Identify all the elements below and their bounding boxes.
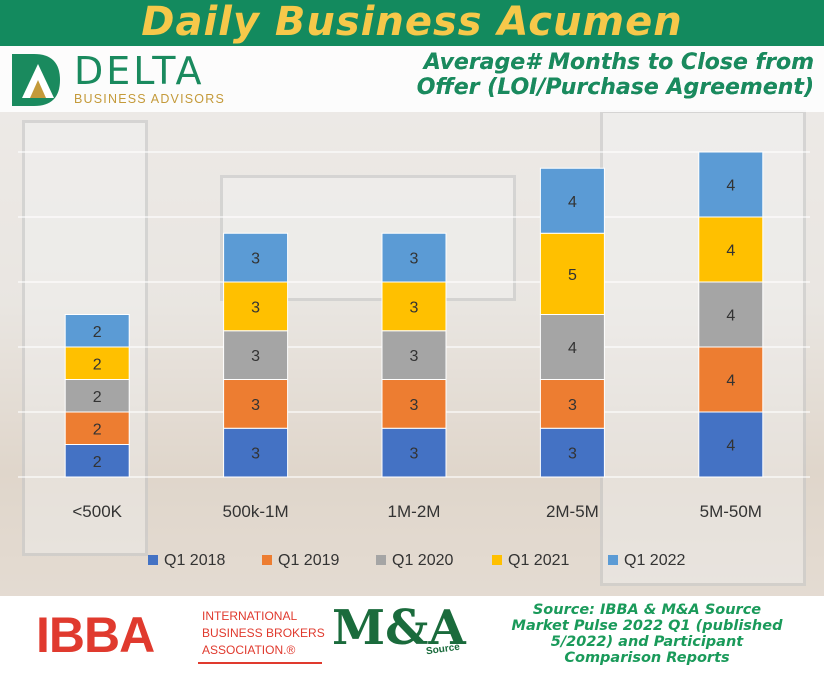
data-label: 3 bbox=[251, 299, 260, 316]
chart-title-line-1: Average# Months to Close from bbox=[423, 50, 814, 75]
data-label: 3 bbox=[410, 348, 419, 365]
data-label: 4 bbox=[726, 308, 735, 325]
data-label: 2 bbox=[93, 324, 102, 341]
bar-segment bbox=[381, 281, 447, 332]
data-label: 2 bbox=[93, 356, 102, 373]
source-note: Source: IBBA & M&A Source Market Pulse 2… bbox=[480, 602, 814, 666]
chart-title: Average# Months to Close from Offer (LOI… bbox=[290, 50, 814, 100]
bar-segment bbox=[698, 281, 764, 348]
bar-segment bbox=[539, 232, 605, 315]
legend-label: Q1 2018 bbox=[164, 552, 225, 569]
bar-segment bbox=[64, 379, 130, 413]
logo-tagline: BUSINESS ADVISORS bbox=[74, 92, 225, 106]
source-line-2: Market Pulse 2022 Q1 (published bbox=[511, 618, 783, 634]
data-label: 3 bbox=[251, 348, 260, 365]
legend-swatch bbox=[492, 555, 502, 565]
data-label: 3 bbox=[251, 397, 260, 414]
bar-segment bbox=[698, 346, 764, 413]
bar-segment bbox=[698, 216, 764, 283]
legend-label: Q1 2021 bbox=[508, 552, 569, 569]
data-label: 2 bbox=[93, 421, 102, 438]
bar-segment bbox=[223, 330, 289, 380]
bar-segment bbox=[223, 281, 289, 332]
x-tick-label: 500k-1M bbox=[223, 502, 289, 521]
legend-label: Q1 2022 bbox=[624, 552, 685, 569]
data-label: 4 bbox=[726, 243, 735, 260]
ibba-line-1: INTERNATIONAL bbox=[202, 609, 298, 623]
bar-segment bbox=[381, 330, 447, 380]
subtitle-band bbox=[0, 46, 824, 112]
bar-segment bbox=[64, 346, 130, 380]
legend-swatch bbox=[262, 555, 272, 565]
x-tick-label: 5M-50M bbox=[700, 502, 762, 521]
data-label: 3 bbox=[410, 251, 419, 268]
bar-segment bbox=[223, 379, 289, 429]
header-band: Daily Business Acumen bbox=[0, 0, 824, 46]
data-label: 3 bbox=[568, 446, 577, 463]
source-line-3: 5/2022) and Participant bbox=[550, 634, 744, 650]
data-label: 2 bbox=[93, 454, 102, 471]
source-line-1: Source: IBBA & M&A Source bbox=[532, 602, 762, 618]
bar-segment bbox=[539, 167, 605, 234]
ibba-logo: IBBA INTERNATIONAL BUSINESS BROKERS ASSO… bbox=[36, 605, 326, 667]
bar-segment bbox=[223, 232, 289, 283]
data-label: 4 bbox=[568, 340, 577, 357]
page-title: Daily Business Acumen bbox=[141, 0, 683, 45]
bar-segment bbox=[381, 232, 447, 283]
x-tick-label: 1M-2M bbox=[388, 502, 441, 521]
data-label: 4 bbox=[726, 178, 735, 195]
data-label: 4 bbox=[726, 438, 735, 455]
stacked-bar-chart: 2 2 2 2 2 <500K 3 3 3 3 3 500k-1M 3 3 3 3 3 1M-2M 3 3 4 5 4 2M-… bbox=[18, 151, 810, 569]
legend-swatch bbox=[376, 555, 386, 565]
bar-segment bbox=[64, 314, 130, 348]
data-label: 3 bbox=[410, 397, 419, 414]
ibba-line-3: ASSOCIATION.® bbox=[202, 643, 296, 657]
bar-segment bbox=[381, 379, 447, 429]
bar-segment bbox=[381, 427, 447, 478]
mna-logo-letters: M&A bbox=[332, 600, 466, 656]
data-label: 3 bbox=[251, 251, 260, 268]
data-label: 3 bbox=[251, 446, 260, 463]
bar-segment bbox=[539, 427, 605, 478]
legend-swatch bbox=[608, 555, 618, 565]
data-label: 3 bbox=[410, 446, 419, 463]
ibba-logo-text: INTERNATIONAL BUSINESS BROKERS ASSOCIATI… bbox=[202, 608, 325, 659]
legend-swatch bbox=[148, 555, 158, 565]
x-tick-label: <500K bbox=[72, 502, 122, 521]
data-label: 5 bbox=[568, 267, 577, 284]
bar-segment bbox=[698, 411, 764, 478]
data-label: 2 bbox=[93, 389, 102, 406]
delta-triangle-icon bbox=[12, 54, 60, 106]
ibba-logo-letters: IBBA bbox=[36, 607, 155, 663]
ibba-underline bbox=[198, 662, 322, 664]
legend-label: Q1 2020 bbox=[392, 552, 453, 569]
ibba-line-2: BUSINESS BROKERS bbox=[202, 626, 325, 640]
data-label: 4 bbox=[568, 194, 577, 211]
data-label: 3 bbox=[568, 397, 577, 414]
x-tick-label: 2M-5M bbox=[546, 502, 599, 521]
bar-segment bbox=[64, 411, 130, 445]
bar-segment bbox=[698, 151, 764, 218]
source-line-4: Comparison Reports bbox=[564, 650, 730, 666]
data-label: 4 bbox=[726, 373, 735, 390]
legend-label: Q1 2019 bbox=[278, 552, 339, 569]
logo-wordmark: DELTA bbox=[74, 49, 205, 93]
footer-band bbox=[0, 596, 824, 675]
mna-source-logo: M&A Source bbox=[332, 598, 466, 670]
chart-title-line-2: Offer (LOI/Purchase Agreement) bbox=[416, 75, 814, 100]
delta-logo: DELTA BUSINESS ADVISORS bbox=[8, 50, 238, 108]
bar-segment bbox=[539, 314, 605, 380]
data-label: 3 bbox=[410, 299, 419, 316]
